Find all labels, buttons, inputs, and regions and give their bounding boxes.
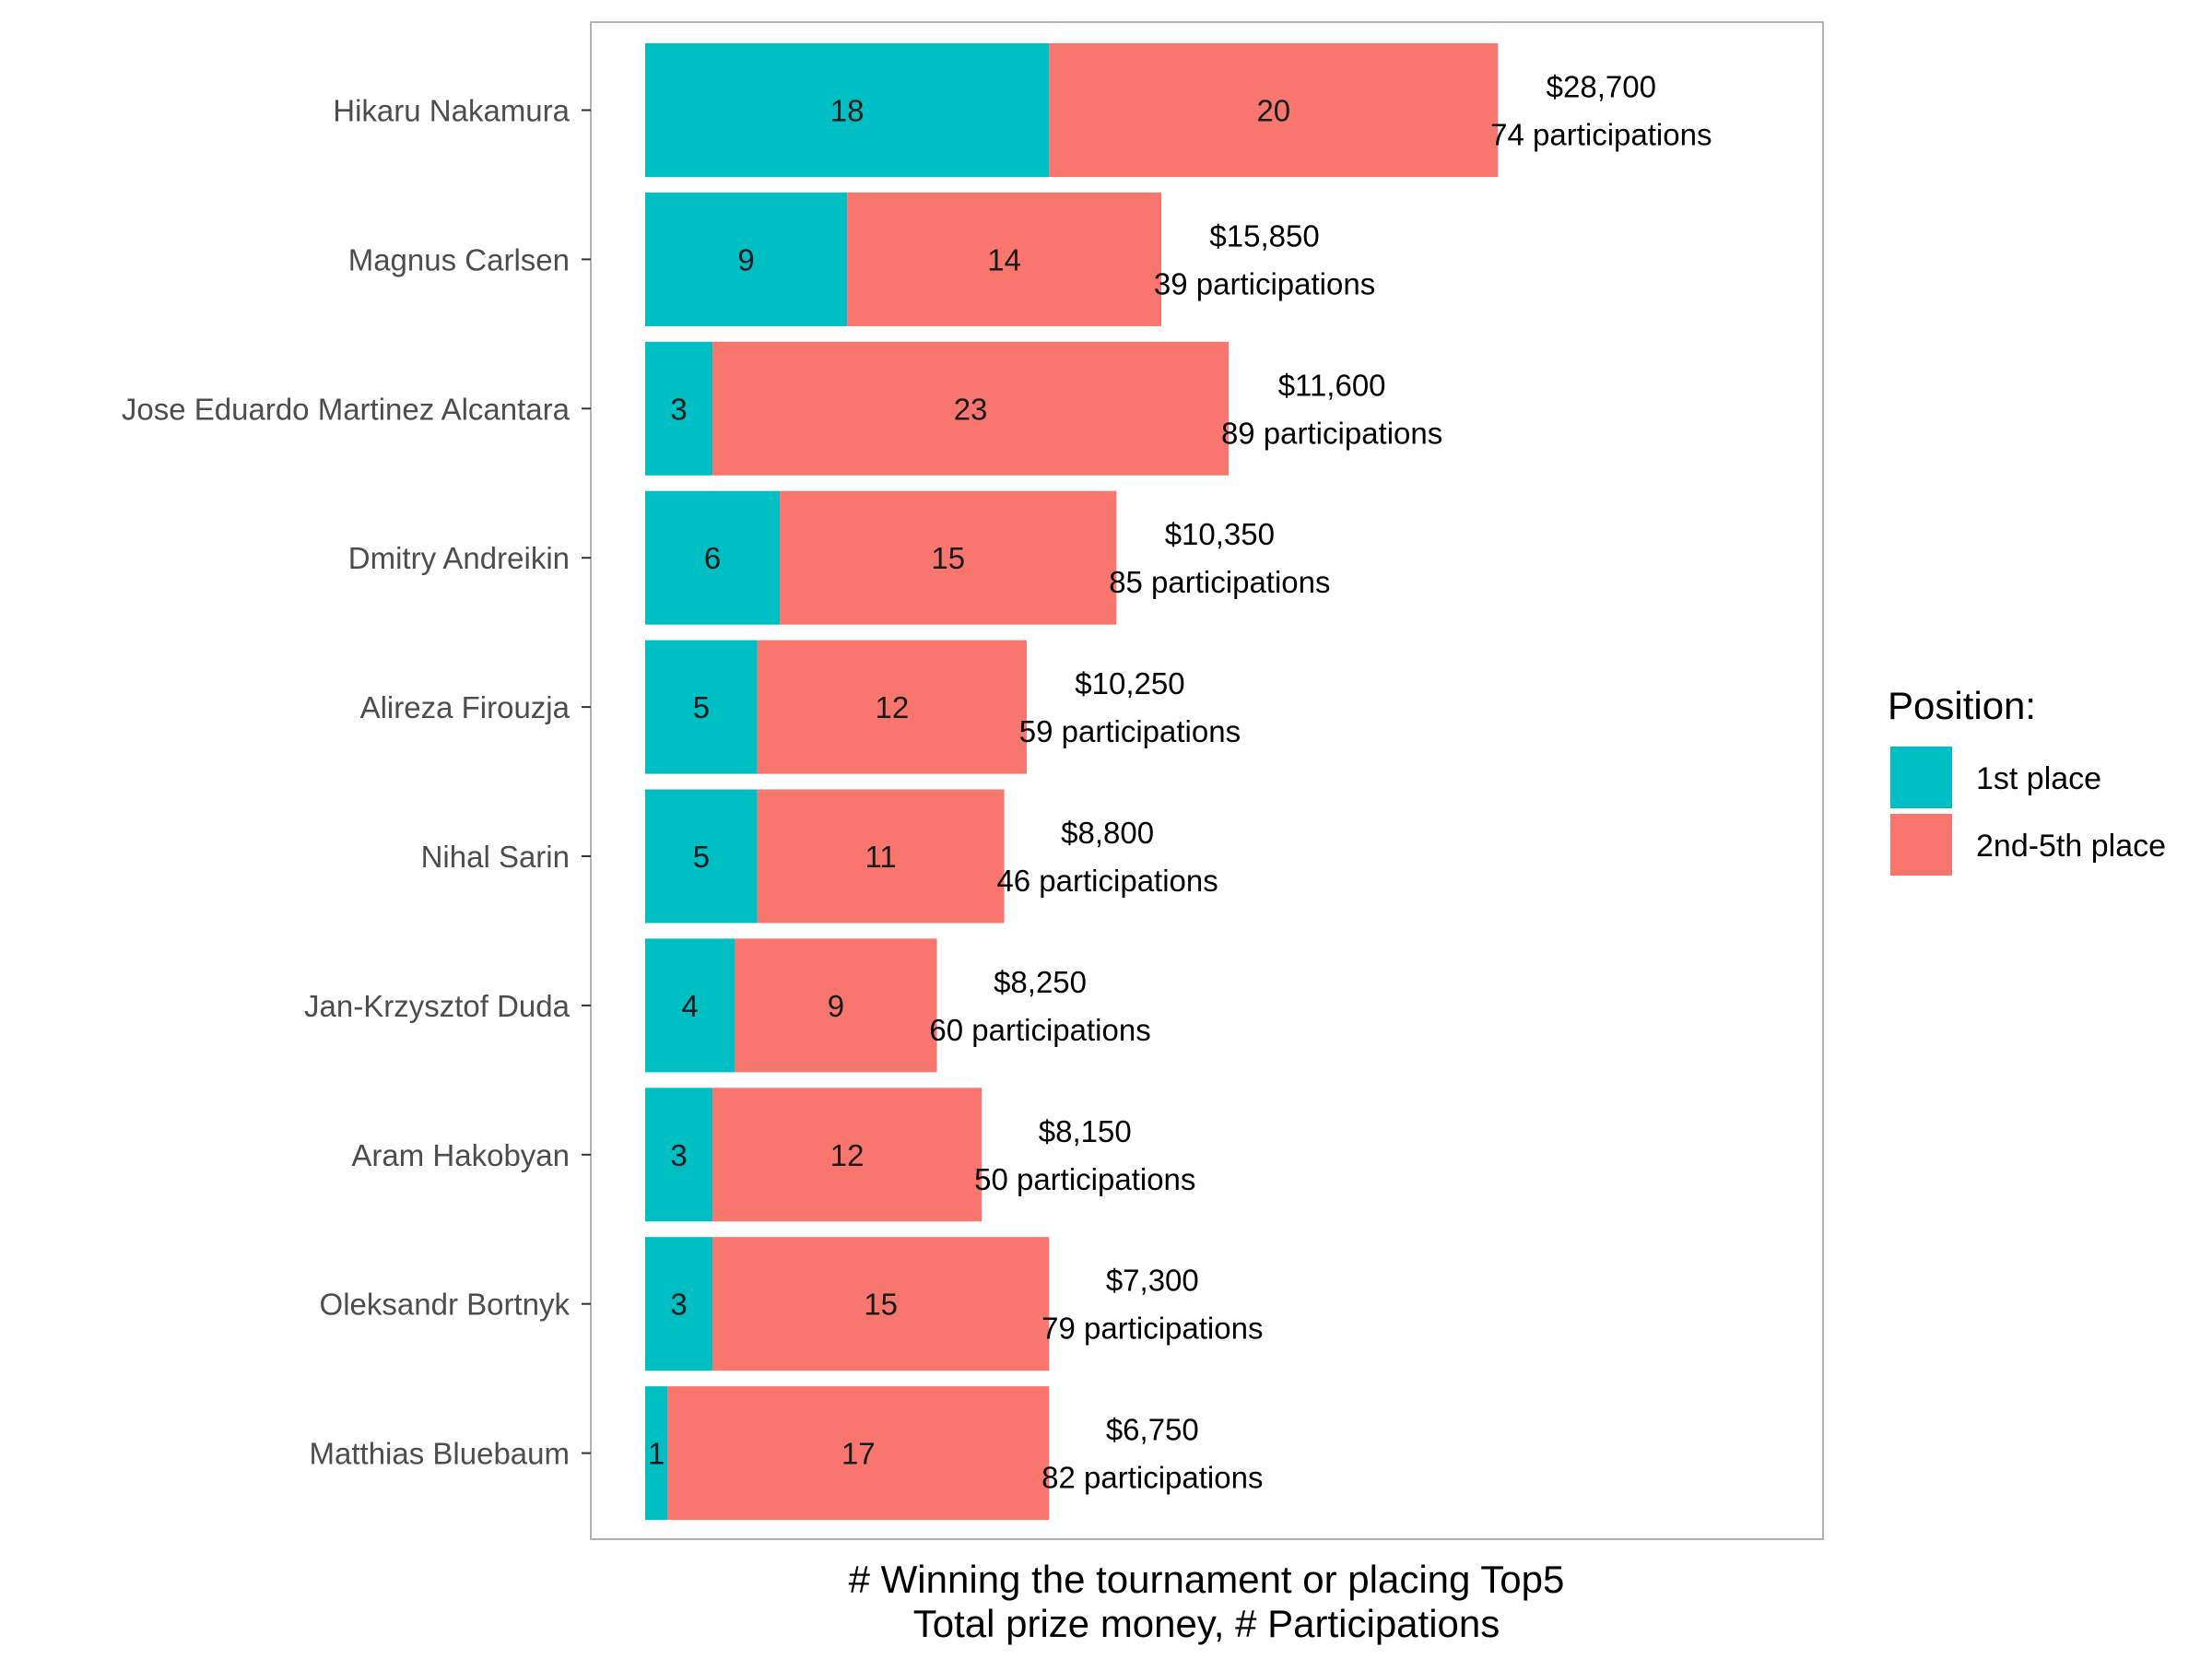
- bar-value-label-1st-place-jose-eduardo-martinez-alcantara: 3: [670, 392, 687, 426]
- annotation-participations-magnus-carlsen: 39 participations: [1154, 266, 1375, 300]
- annotation-prize-hikaru-nakamura: $28,700: [1547, 70, 1656, 104]
- y-tick-label-aram-hakobyan: Aram Hakobyan: [351, 1138, 570, 1172]
- bar-1st-place-nihal-sarin: [645, 789, 758, 924]
- y-axis: Hikaru Nakamura Magnus Carlsen Jose Eduard…: [122, 94, 591, 1471]
- y-tick-label-nihal-sarin: Nihal Sarin: [421, 840, 570, 874]
- bar-2nd-5th-place-nihal-sarin: [757, 789, 1005, 924]
- annotation-prize-oleksandr-bortnyk: $7,300: [1106, 1264, 1199, 1298]
- bar-value-label-1st-place-dmitry-andreikin: 6: [704, 541, 721, 575]
- bar-2nd-5th-place-hikaru-nakamura: [1049, 43, 1499, 177]
- y-tick-label-jan-krzysztof-duda: Jan-Krzysztof Duda: [304, 989, 571, 1023]
- bar-2nd-5th-place-jose-eduardo-martinez-alcantara: [712, 341, 1230, 476]
- annotation-prize-aram-hakobyan: $8,150: [1039, 1114, 1132, 1148]
- bar-2nd-5th-place-alireza-firouzja: [757, 640, 1027, 774]
- bar-value-label-1st-place-oleksandr-bortnyk: 3: [670, 1288, 687, 1322]
- bar-value-label-1st-place-hikaru-nakamura: 18: [830, 94, 865, 128]
- bar-value-label-2nd-5th-place-aram-hakobyan: 12: [830, 1138, 865, 1172]
- legend-label-2nd-5th-place: 2nd-5th place: [1976, 829, 2166, 864]
- annotation-participations-dmitry-andreikin: 85 participations: [1109, 565, 1330, 599]
- bar-1st-place-jan-krzysztof-duda: [645, 938, 735, 1073]
- bar-value-label-2nd-5th-place-dmitry-andreikin: 15: [931, 541, 965, 575]
- bar-value-label-2nd-5th-place-nihal-sarin: 11: [865, 840, 897, 874]
- bar-1st-place-magnus-carlsen: [645, 192, 848, 326]
- bars-layer: 18 20 9 14 3 23 6 15 5 12 5 11 4 9 3 12 3 15 1 17: [645, 43, 1499, 1521]
- bar-1st-place-aram-hakobyan: [645, 1088, 713, 1222]
- legend: Position: 1st place 2nd-5th place: [1888, 684, 2166, 876]
- bar-1st-place-dmitry-andreikin: [645, 490, 781, 625]
- legend-swatch-1st-place: [1890, 747, 1952, 808]
- y-tick-label-jose-eduardo-martinez-alcantara: Jose Eduardo Martinez Alcantara: [122, 392, 571, 426]
- plot-panel-border: [590, 21, 1824, 1540]
- bar-1st-place-jose-eduardo-martinez-alcantara: [645, 341, 713, 476]
- legend-swatch-2nd-5th-place: [1890, 814, 1952, 876]
- annotation-participations-nihal-sarin: 46 participations: [996, 864, 1218, 898]
- bar-value-label-2nd-5th-place-matthias-bluebaum: 17: [841, 1437, 876, 1471]
- annotation-participations-hikaru-nakamura: 74 participations: [1490, 118, 1712, 152]
- bar-value-label-2nd-5th-place-alireza-firouzja: 12: [875, 690, 909, 724]
- y-tick-label-alireza-firouzja: Alireza Firouzja: [360, 690, 571, 724]
- bar-2nd-5th-place-aram-hakobyan: [712, 1088, 982, 1222]
- bar-2nd-5th-place-matthias-bluebaum: [667, 1386, 1050, 1521]
- bar-value-label-1st-place-matthias-bluebaum: 1: [648, 1437, 665, 1471]
- bar-value-label-1st-place-alireza-firouzja: 5: [693, 690, 710, 724]
- bar-2nd-5th-place-jan-krzysztof-duda: [735, 938, 937, 1073]
- x-axis-label-line2: Total prize money, # Participations: [913, 1602, 1500, 1645]
- annotation-participations-jose-eduardo-martinez-alcantara: 89 participations: [1221, 416, 1442, 450]
- annotation-prize-magnus-carlsen: $15,850: [1209, 218, 1319, 253]
- legend-label-1st-place: 1st place: [1976, 761, 2101, 796]
- annotation-participations-alireza-firouzja: 59 participations: [1019, 714, 1241, 748]
- y-tick-label-oleksandr-bortnyk: Oleksandr Bortnyk: [320, 1288, 571, 1322]
- bar-value-label-1st-place-nihal-sarin: 5: [693, 840, 710, 874]
- x-axis-label-line1: # Winning the tournament or placing Top5: [849, 1558, 1565, 1601]
- bar-1st-place-oleksandr-bortnyk: [645, 1237, 713, 1371]
- annotation-prize-jan-krzysztof-duda: $8,250: [994, 965, 1087, 999]
- bar-2nd-5th-place-magnus-carlsen: [847, 192, 1162, 326]
- annotation-participations-jan-krzysztof-duda: 60 participations: [929, 1013, 1150, 1047]
- annotation-participations-matthias-bluebaum: 82 participations: [1041, 1461, 1263, 1495]
- bar-2nd-5th-place-dmitry-andreikin: [780, 490, 1117, 625]
- legend-title: Position:: [1888, 684, 2036, 727]
- bar-1st-place-matthias-bluebaum: [645, 1386, 668, 1521]
- annotation-participations-oleksandr-bortnyk: 79 participations: [1041, 1312, 1263, 1346]
- bar-1st-place-alireza-firouzja: [645, 640, 758, 774]
- bar-2nd-5th-place-oleksandr-bortnyk: [712, 1237, 1050, 1371]
- annotation-participations-aram-hakobyan: 50 participations: [974, 1162, 1195, 1196]
- bar-value-label-2nd-5th-place-jan-krzysztof-duda: 9: [828, 989, 844, 1023]
- y-tick-label-dmitry-andreikin: Dmitry Andreikin: [348, 541, 570, 575]
- annotation-prize-jose-eduardo-martinez-alcantara: $11,600: [1278, 368, 1386, 402]
- bar-value-label-2nd-5th-place-magnus-carlsen: 14: [987, 242, 1021, 276]
- y-tick-label-magnus-carlsen: Magnus Carlsen: [348, 242, 570, 276]
- annotations-layer: $28,700 74 participations $15,850 39 partic…: [929, 70, 1712, 1495]
- bar-1st-place-hikaru-nakamura: [645, 43, 1050, 177]
- annotation-prize-nihal-sarin: $8,800: [1061, 816, 1154, 850]
- bar-value-label-1st-place-magnus-carlsen: 9: [737, 242, 754, 276]
- annotation-prize-alireza-firouzja: $10,250: [1075, 666, 1184, 700]
- bar-value-label-2nd-5th-place-oleksandr-bortnyk: 15: [864, 1288, 898, 1322]
- bar-value-label-1st-place-aram-hakobyan: 3: [670, 1138, 687, 1172]
- bar-value-label-2nd-5th-place-hikaru-nakamura: 20: [1256, 94, 1290, 128]
- y-tick-label-hikaru-nakamura: Hikaru Nakamura: [333, 94, 570, 128]
- annotation-prize-matthias-bluebaum: $6,750: [1106, 1413, 1199, 1447]
- bar-value-label-2nd-5th-place-jose-eduardo-martinez-alcantara: 23: [954, 392, 988, 426]
- bar-value-label-1st-place-jan-krzysztof-duda: 4: [682, 989, 699, 1023]
- y-tick-label-matthias-bluebaum: Matthias Bluebaum: [310, 1437, 570, 1471]
- annotation-prize-dmitry-andreikin: $10,350: [1165, 517, 1275, 551]
